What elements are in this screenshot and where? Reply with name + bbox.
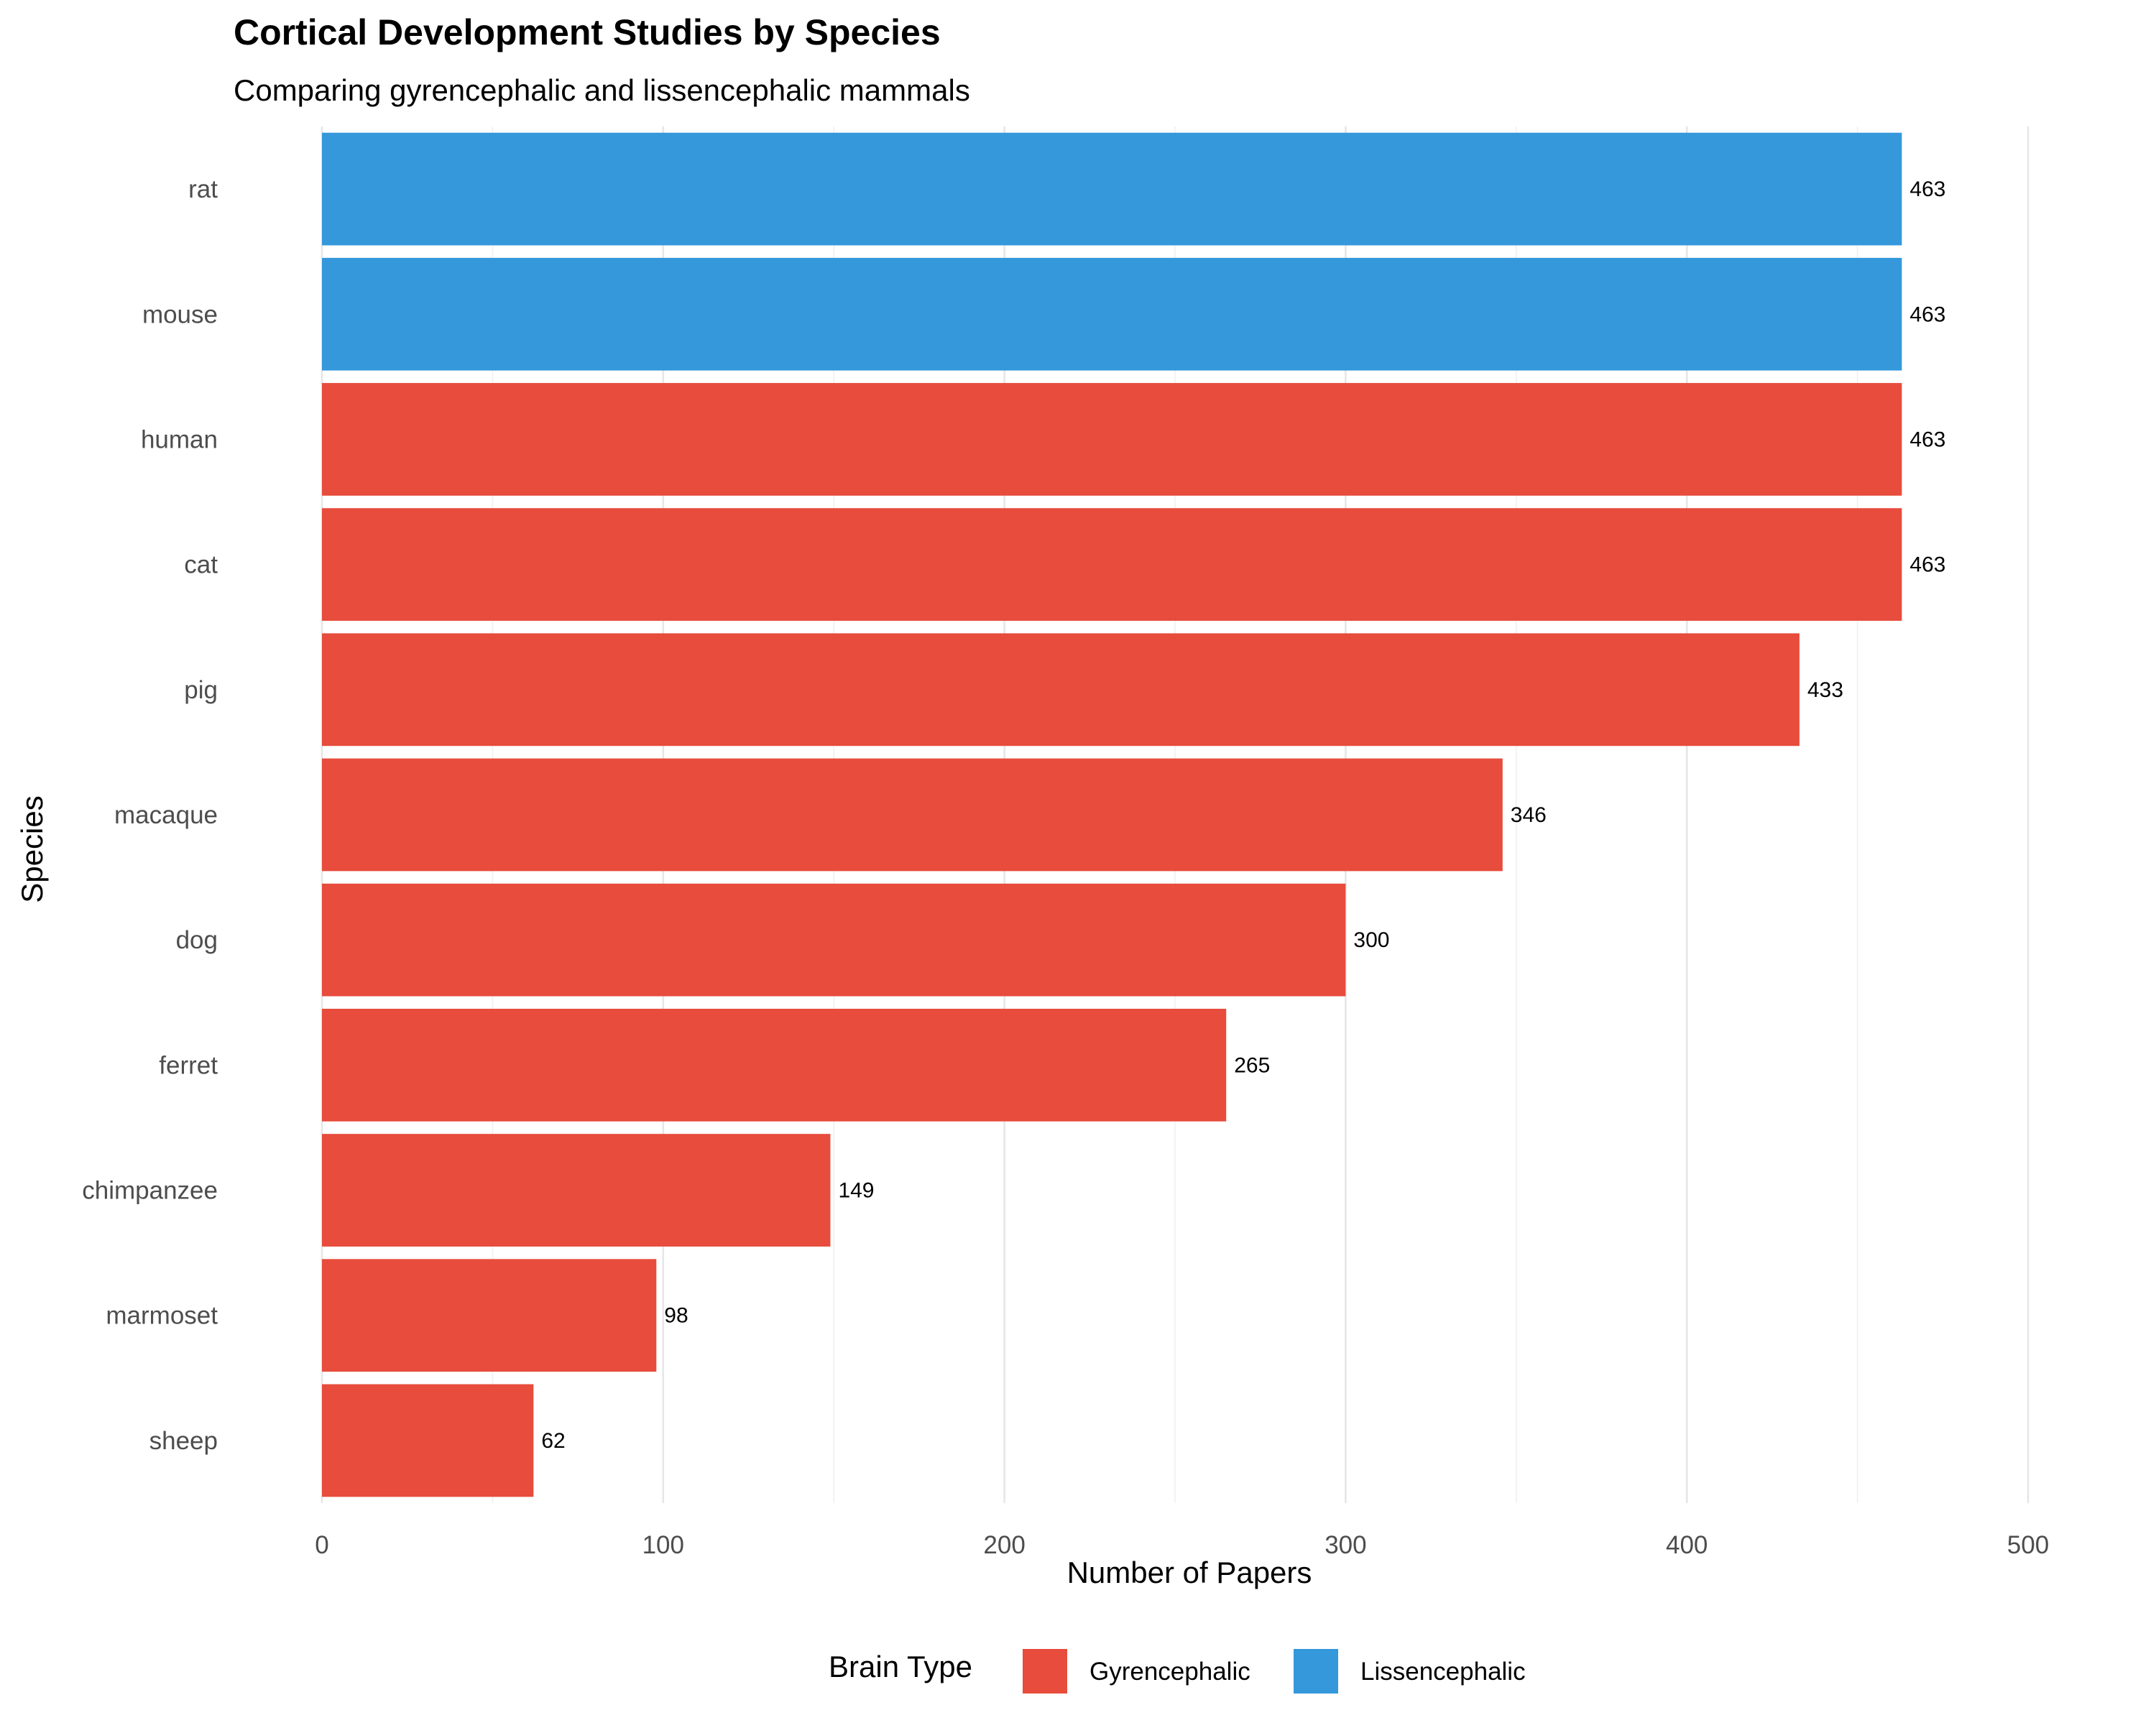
x-tick-label: 200 — [983, 1531, 1025, 1559]
data-label-marmoset: 98 — [664, 1304, 688, 1328]
bars — [322, 132, 1902, 1497]
bar-cat — [322, 508, 1902, 622]
bar-ferret — [322, 1008, 1227, 1122]
data-label-mouse: 463 — [1909, 302, 1945, 326]
y-tick-label-mouse: mouse — [142, 300, 218, 328]
y-tick-label-chimpanzee: chimpanzee — [82, 1177, 218, 1205]
y-tick-label-dog: dog — [176, 926, 218, 954]
legend-swatch-lissencephalic — [1294, 1649, 1338, 1694]
bar-mouse — [322, 257, 1902, 371]
bar-dog — [322, 883, 1346, 997]
y-tick-label-marmoset: marmoset — [106, 1302, 218, 1330]
data-label-dog: 300 — [1353, 928, 1389, 952]
data-label-sheep: 62 — [541, 1429, 565, 1453]
x-tick-label: 400 — [1666, 1531, 1708, 1559]
bar-pig — [322, 633, 1800, 747]
bar-marmoset — [322, 1259, 657, 1372]
y-tick-label-rat: rat — [188, 175, 218, 203]
legend-title: Brain Type — [829, 1650, 972, 1683]
data-label-human: 463 — [1909, 428, 1945, 451]
bar-rat — [322, 132, 1902, 246]
y-tick-label-cat: cat — [184, 551, 218, 579]
data-label-macaque: 346 — [1511, 803, 1547, 827]
x-axis-title: Number of Papers — [1067, 1556, 1312, 1589]
x-tick-label: 100 — [642, 1531, 684, 1559]
data-label-cat: 463 — [1909, 553, 1945, 577]
y-tick-label-macaque: macaque — [114, 801, 218, 829]
chart-subtitle: Comparing gyrencephalic and lissencephal… — [234, 73, 970, 107]
data-label-pig: 433 — [1807, 678, 1843, 702]
data-labels: 463 463 463 463 433 346 300 265 149 98 62 — [541, 177, 1945, 1453]
y-axis-title: Species — [15, 795, 49, 902]
y-tick-label-human: human — [141, 425, 218, 453]
x-axis-tick-labels: 0 100 200 300 400 500 — [315, 1531, 2049, 1559]
x-tick-label: 0 — [315, 1531, 328, 1559]
y-axis-tick-labels: rat mouse human cat pig macaque dog ferret chimp… — [82, 175, 218, 1455]
y-tick-label-pig: pig — [184, 676, 218, 704]
legend-label-gyrencephalic: Gyrencephalic — [1089, 1658, 1250, 1686]
chart-title: Cortical Development Studies by Species — [234, 12, 941, 52]
x-tick-label: 500 — [2007, 1531, 2049, 1559]
bar-sheep — [322, 1384, 534, 1497]
legend-swatch-gyrencephalic — [1023, 1649, 1067, 1694]
bar-macaque — [322, 758, 1503, 872]
data-label-chimpanzee: 149 — [838, 1179, 874, 1203]
y-tick-label-ferret: ferret — [159, 1051, 218, 1079]
bar-human — [322, 383, 1902, 496]
y-tick-label-sheep: sheep — [149, 1427, 218, 1455]
legend-label-lissencephalic: Lissencephalic — [1360, 1658, 1526, 1686]
legend: Brain Type Gyrencephalic Lissencephalic — [829, 1649, 1526, 1694]
x-tick-label: 300 — [1325, 1531, 1366, 1559]
data-label-rat: 463 — [1909, 177, 1945, 201]
data-label-ferret: 265 — [1234, 1053, 1270, 1077]
bar-chimpanzee — [322, 1134, 831, 1247]
